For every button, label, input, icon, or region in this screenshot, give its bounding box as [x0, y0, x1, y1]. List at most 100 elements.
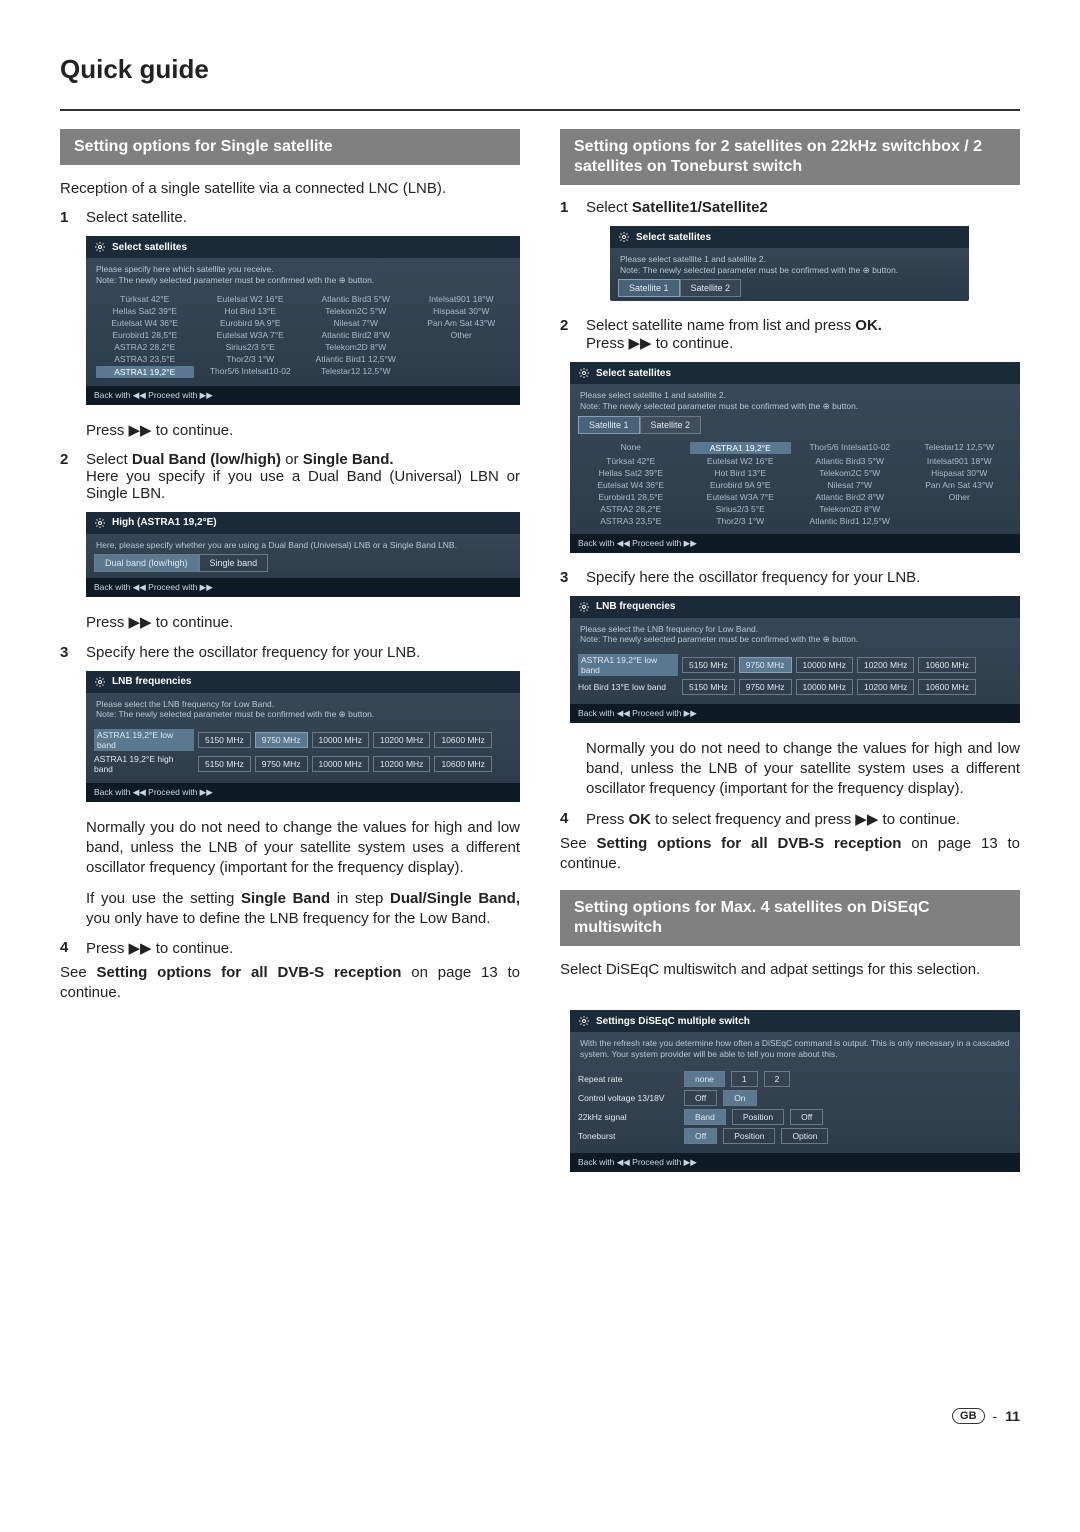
diseqc-button[interactable]: none [684, 1071, 725, 1087]
freq-button[interactable]: 10200 MHz [373, 756, 430, 772]
freq-button[interactable]: 9750 MHz [739, 679, 792, 695]
freq-button[interactable]: 10000 MHz [312, 756, 369, 772]
satellite-option[interactable]: ASTRA3 23,5°E [580, 516, 682, 526]
satellite-option[interactable]: Eutelsat W4 36°E [96, 318, 194, 328]
freq-button[interactable]: 10200 MHz [857, 679, 914, 695]
freq-button[interactable]: 10200 MHz [373, 732, 430, 748]
freq-button[interactable]: 5150 MHz [682, 657, 735, 673]
freq-button[interactable]: 10600 MHz [918, 679, 975, 695]
satellite-option[interactable]: Eurobird 9A 9°E [690, 480, 792, 490]
single-band-button[interactable]: Single band [199, 554, 269, 572]
satellite-option[interactable] [909, 504, 1011, 514]
band-buttons[interactable]: Dual band (low/high) Single band [86, 554, 520, 578]
diseqc-button[interactable]: Off [684, 1090, 717, 1106]
satellite-option[interactable]: Hellas Sat2 39°E [580, 468, 682, 478]
freq-button[interactable]: 9750 MHz [255, 732, 308, 748]
freq-button[interactable]: 10600 MHz [434, 756, 491, 772]
freq-button[interactable]: 10600 MHz [434, 732, 491, 748]
satellite-option[interactable] [413, 366, 511, 378]
satellite-option[interactable]: Other [909, 492, 1011, 502]
tab-satellite2[interactable]: Satellite 2 [640, 416, 702, 434]
satellite-grid[interactable]: NoneASTRA1 19,2°EThor5/6 Intelsat10-02Te… [570, 438, 1020, 534]
satellite-option[interactable]: Other [413, 330, 511, 340]
satellite-option[interactable]: Atlantic Bird3 5°W [799, 456, 901, 466]
satellite-option[interactable]: Eurobird 9A 9°E [202, 318, 300, 328]
satellite-option[interactable]: None [580, 442, 682, 454]
diseqc-button[interactable]: Off [790, 1109, 823, 1125]
satellite-option[interactable]: Hispasat 30°W [909, 468, 1011, 478]
satellite-option[interactable]: Hellas Sat2 39°E [96, 306, 194, 316]
satellite-option[interactable]: Atlantic Bird1 12,5°W [799, 516, 901, 526]
sat-tabs[interactable]: Satellite 1 Satellite 2 [610, 279, 969, 301]
satellite-option[interactable]: Eutelsat W4 36°E [580, 480, 682, 490]
satellite-option[interactable] [909, 516, 1011, 526]
freq-button[interactable]: 10600 MHz [918, 657, 975, 673]
satellite-option[interactable]: Telekom2D 8°W [799, 504, 901, 514]
lnb-row-label[interactable]: ASTRA1 19,2°E low band [94, 729, 194, 751]
satellite-option[interactable]: Nilesat 7°W [307, 318, 405, 328]
satellite-option[interactable]: Atlantic Bird2 8°W [799, 492, 901, 502]
tab-satellite2[interactable]: Satellite 2 [680, 279, 742, 297]
freq-button[interactable]: 9750 MHz [739, 657, 792, 673]
diseqc-button[interactable]: Off [684, 1128, 717, 1144]
satellite-option[interactable]: Atlantic Bird3 5°W [307, 294, 405, 304]
diseqc-button[interactable]: Option [781, 1128, 828, 1144]
lnb-row-label[interactable]: ASTRA1 19,2°E low band [578, 654, 678, 676]
satellite-option[interactable]: Eutelsat W2 16°E [202, 294, 300, 304]
satellite-option[interactable]: Eurobird1 28,5°E [96, 330, 194, 340]
satellite-option[interactable]: Telestar12 12,5°W [307, 366, 405, 378]
satellite-option[interactable]: Thor2/3 1°W [690, 516, 792, 526]
lnb-row-label[interactable]: Hot Bird 13°E low band [578, 682, 678, 692]
diseqc-rows[interactable]: Repeat ratenone12Control voltage 13/18VO… [570, 1064, 1020, 1153]
satellite-option[interactable]: Hispasat 30°W [413, 306, 511, 316]
satellite-grid[interactable]: Türksat 42°E Eutelsat W2 16°E Atlantic Bir… [86, 290, 520, 386]
lnb-rows[interactable]: ASTRA1 19,2°E low band5150 MHz9750 MHz10… [570, 649, 1020, 704]
satellite-option[interactable]: Eutelsat W2 16°E [690, 456, 792, 466]
freq-button[interactable]: 10000 MHz [796, 679, 853, 695]
satellite-option[interactable]: Thor2/3 1°W [202, 354, 300, 364]
satellite-option[interactable]: Atlantic Bird1 12,5°W [307, 354, 405, 364]
satellite-option[interactable]: Telekom2D 8°W [307, 342, 405, 352]
satellite-option[interactable]: Hot Bird 13°E [202, 306, 300, 316]
satellite-option[interactable]: Pan Am Sat 43°W [909, 480, 1011, 490]
satellite-option[interactable]: Intelsat901 18°W [909, 456, 1011, 466]
satellite-option[interactable]: ASTRA3 23,5°E [96, 354, 194, 364]
satellite-option[interactable]: ASTRA1 19,2°E [690, 442, 792, 454]
satellite-option[interactable]: Telekom2C 5°W [307, 306, 405, 316]
diseqc-button[interactable]: Position [723, 1128, 775, 1144]
freq-button[interactable]: 10000 MHz [796, 657, 853, 673]
satellite-option[interactable] [413, 342, 511, 352]
satellite-option[interactable]: Atlantic Bird2 8°W [307, 330, 405, 340]
freq-button[interactable]: 5150 MHz [198, 732, 251, 748]
diseqc-button[interactable]: On [723, 1090, 756, 1106]
satellite-option[interactable]: Türksat 42°E [96, 294, 194, 304]
freq-button[interactable]: 5150 MHz [198, 756, 251, 772]
satellite-option[interactable]: ASTRA1 19,2°E [96, 366, 194, 378]
satellite-option[interactable]: Telekom2C 5°W [799, 468, 901, 478]
satellite-option[interactable]: Eurobird1 28,5°E [580, 492, 682, 502]
tab-satellite1[interactable]: Satellite 1 [618, 279, 680, 297]
lnb-rows[interactable]: ASTRA1 19,2°E low band5150 MHz9750 MHz10… [86, 724, 520, 783]
satellite-option[interactable]: ASTRA2 28,2°E [580, 504, 682, 514]
satellite-option[interactable]: Eutelsat W3A 7°E [202, 330, 300, 340]
freq-button[interactable]: 10200 MHz [857, 657, 914, 673]
freq-button[interactable]: 5150 MHz [682, 679, 735, 695]
satellite-option[interactable]: Eutelsat W3A 7°E [690, 492, 792, 502]
satellite-option[interactable]: Thor5/6 Intelsat10-02 [202, 366, 300, 378]
diseqc-button[interactable]: Band [684, 1109, 726, 1125]
satellite-option[interactable]: Nilesat 7°W [799, 480, 901, 490]
satellite-option[interactable]: ASTRA2 28,2°E [96, 342, 194, 352]
satellite-option[interactable]: Türksat 42°E [580, 456, 682, 466]
satellite-option[interactable]: Intelsat901 18°W [413, 294, 511, 304]
tab-satellite1[interactable]: Satellite 1 [578, 416, 640, 434]
satellite-option[interactable]: Sirius2/3 5°E [202, 342, 300, 352]
satellite-option[interactable] [413, 354, 511, 364]
satellite-option[interactable]: Sirius2/3 5°E [690, 504, 792, 514]
dual-band-button[interactable]: Dual band (low/high) [94, 554, 199, 572]
sat-tabs[interactable]: Satellite 1 Satellite 2 [570, 416, 1020, 438]
satellite-option[interactable]: Telestar12 12,5°W [909, 442, 1011, 454]
freq-button[interactable]: 10000 MHz [312, 732, 369, 748]
lnb-row-label[interactable]: ASTRA1 19,2°E high band [94, 754, 194, 774]
diseqc-button[interactable]: Position [732, 1109, 784, 1125]
diseqc-button[interactable]: 1 [731, 1071, 758, 1087]
